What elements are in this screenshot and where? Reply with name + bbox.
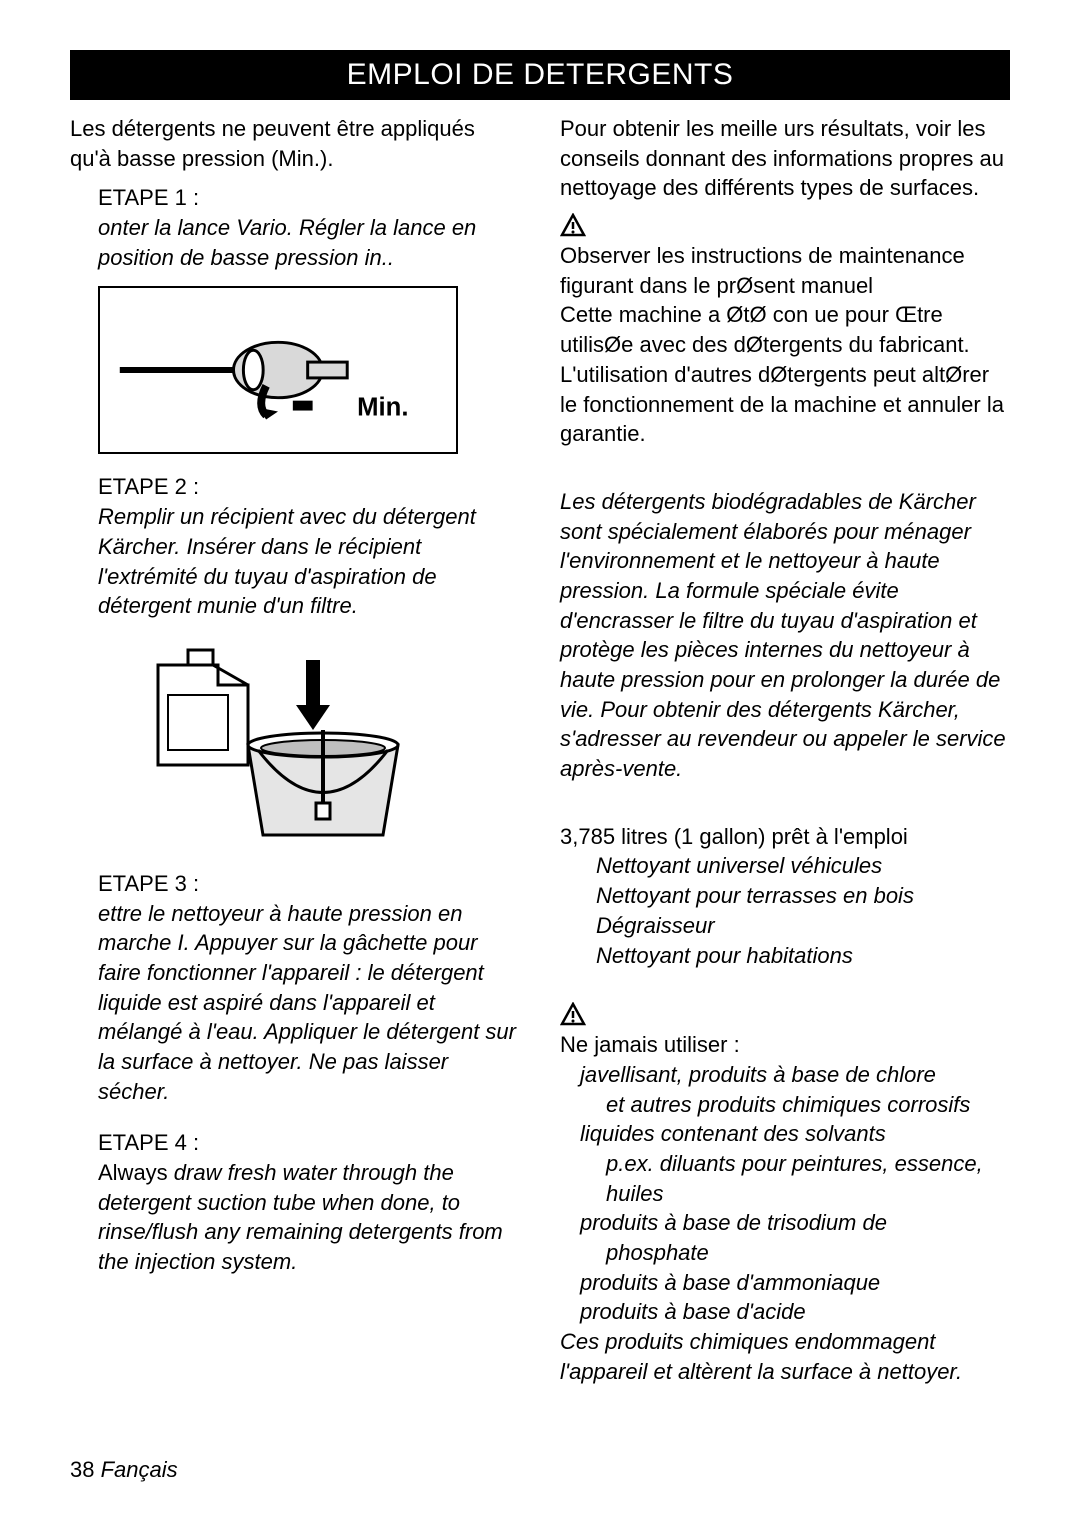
page-number: 38 bbox=[70, 1457, 94, 1482]
right-intro: Pour obtenir les meille urs résultats, v… bbox=[560, 114, 1010, 203]
warn-item-5: produits à base d'acide bbox=[580, 1297, 1010, 1327]
spacer bbox=[560, 459, 1010, 487]
warn-item-3b: phosphate bbox=[606, 1238, 1010, 1268]
warning-row-2 bbox=[560, 1002, 1010, 1026]
spacer bbox=[560, 970, 1010, 998]
step3-body: ettre le nettoyeur à haute pression en m… bbox=[98, 899, 520, 1107]
left-intro: Les détergents ne peuvent être appliqués… bbox=[70, 114, 520, 173]
never-use-text: Ne jamais utiliser : bbox=[560, 1032, 740, 1057]
step2-label: ETAPE 2 : bbox=[98, 472, 520, 502]
step4-body: Always draw fresh water through the dete… bbox=[98, 1158, 520, 1277]
never-use-line: Ne jamais utiliser : bbox=[560, 1030, 1010, 1060]
svg-text:Min.: Min. bbox=[357, 394, 408, 422]
warning-triangle-icon bbox=[560, 1002, 586, 1026]
step1-body: onter la lance Vario. Régler la lance en… bbox=[98, 213, 520, 272]
warn-item-4: produits à base d'ammoniaque bbox=[580, 1268, 1010, 1298]
step4-label: ETAPE 4 : bbox=[98, 1128, 520, 1158]
warning-triangle-icon bbox=[560, 213, 586, 237]
figure-lance-vario: Min. bbox=[98, 286, 458, 454]
left-column: Les détergents ne peuvent être appliqués… bbox=[70, 114, 520, 1386]
product-3: Dégraisseur bbox=[596, 911, 1010, 941]
two-column-layout: Les détergents ne peuvent être appliqués… bbox=[70, 114, 1010, 1386]
lance-vario-illustration: Min. bbox=[100, 286, 456, 454]
right-column: Pour obtenir les meille urs résultats, v… bbox=[560, 114, 1010, 1386]
bio-detergent-block: Les détergents biodégradables de Kärcher… bbox=[560, 487, 1010, 784]
warn-item-2a: liquides contenant des solvants bbox=[580, 1119, 1010, 1149]
step1-label: ETAPE 1 : bbox=[98, 183, 520, 213]
section-title: EMPLOI DE DETERGENTS bbox=[347, 58, 734, 91]
maintenance-note: Observer les instructions de maintenance… bbox=[560, 241, 1010, 300]
spacer bbox=[70, 1106, 520, 1128]
product-2: Nettoyant pour terrasses en bois bbox=[596, 881, 1010, 911]
section-title-bar: EMPLOI DE DETERGENTS bbox=[70, 50, 1010, 100]
warn-item-1b: et autres produits chimiques corrosifs bbox=[606, 1090, 1010, 1120]
warn-item-2b: p.ex. diluants pour peintures, essence, … bbox=[606, 1149, 1010, 1208]
step3-label: ETAPE 3 : bbox=[98, 869, 520, 899]
machine-note: Cette machine a ØtØ con ue pour Œtre uti… bbox=[560, 300, 1010, 448]
step2-body: Remplir un récipient avec du détergent K… bbox=[98, 502, 520, 621]
spacer bbox=[560, 794, 1010, 822]
never-use-list: javellisant, produits à base de chlore e… bbox=[560, 1060, 1010, 1327]
product-1: Nettoyant universel véhicules bbox=[596, 851, 1010, 881]
page-language: Fançais bbox=[101, 1457, 178, 1482]
gallon-line: 3,785 litres (1 gallon) prêt à l'emploi bbox=[560, 822, 1010, 852]
page-footer: 38 Fançais bbox=[70, 1457, 178, 1483]
step4-always: Always bbox=[98, 1160, 168, 1185]
bucket-illustration bbox=[98, 635, 458, 851]
warn-item-1a: javellisant, produits à base de chlore bbox=[580, 1060, 1010, 1090]
product-4: Nettoyant pour habitations bbox=[596, 941, 1010, 971]
warning-row-1 bbox=[560, 213, 1010, 237]
damage-note: Ces produits chimiques endommagent l'app… bbox=[560, 1327, 1010, 1386]
warn-item-3a: produits à base de trisodium de bbox=[580, 1208, 1010, 1238]
figure-bucket-detergent bbox=[98, 635, 458, 851]
